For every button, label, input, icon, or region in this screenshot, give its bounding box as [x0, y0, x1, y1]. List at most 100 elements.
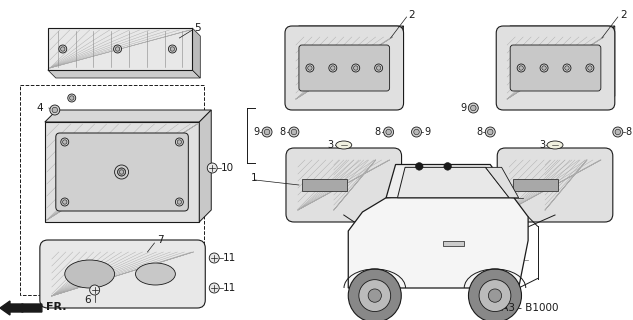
Text: 5: 5	[194, 23, 201, 33]
Text: 1: 1	[458, 173, 465, 183]
Circle shape	[386, 129, 391, 135]
Circle shape	[63, 140, 67, 144]
Circle shape	[61, 198, 69, 206]
Bar	[443, 241, 464, 246]
Circle shape	[113, 45, 122, 53]
Bar	[52, 252, 193, 296]
Circle shape	[210, 253, 219, 263]
Circle shape	[291, 129, 297, 135]
FancyBboxPatch shape	[286, 148, 401, 222]
Polygon shape	[398, 167, 509, 198]
Circle shape	[540, 64, 548, 72]
FancyBboxPatch shape	[510, 45, 601, 91]
Circle shape	[487, 129, 493, 135]
Circle shape	[586, 64, 594, 72]
Text: 11: 11	[223, 253, 237, 263]
Circle shape	[175, 198, 184, 206]
Circle shape	[468, 103, 479, 113]
Circle shape	[375, 64, 382, 72]
Ellipse shape	[65, 260, 115, 288]
Text: 3: 3	[539, 140, 545, 150]
Circle shape	[308, 66, 312, 70]
Bar	[50, 30, 191, 68]
Circle shape	[615, 129, 620, 135]
Text: 8: 8	[375, 127, 380, 137]
Circle shape	[329, 64, 337, 72]
Circle shape	[377, 66, 381, 70]
FancyBboxPatch shape	[496, 26, 615, 110]
Circle shape	[415, 163, 423, 170]
Circle shape	[63, 200, 67, 204]
Polygon shape	[292, 26, 404, 33]
Bar	[20, 85, 204, 295]
Text: 8: 8	[476, 127, 482, 137]
Bar	[334, 160, 375, 210]
Bar	[513, 179, 558, 191]
Circle shape	[210, 283, 219, 293]
Polygon shape	[503, 26, 615, 33]
Circle shape	[519, 66, 523, 70]
Text: 9: 9	[425, 127, 430, 137]
Text: 2: 2	[620, 10, 627, 20]
FancyArrow shape	[0, 301, 42, 315]
Circle shape	[120, 170, 124, 174]
Circle shape	[265, 129, 270, 135]
FancyBboxPatch shape	[285, 26, 404, 110]
FancyBboxPatch shape	[498, 148, 613, 222]
Circle shape	[486, 127, 495, 137]
Circle shape	[348, 269, 401, 320]
Circle shape	[168, 45, 177, 53]
Circle shape	[262, 127, 272, 137]
Circle shape	[517, 64, 525, 72]
FancyBboxPatch shape	[299, 45, 389, 91]
Bar	[302, 179, 347, 191]
Bar	[545, 160, 587, 210]
Circle shape	[177, 200, 182, 204]
Polygon shape	[45, 110, 211, 122]
Circle shape	[368, 289, 382, 302]
Circle shape	[115, 47, 120, 51]
Text: 1: 1	[251, 173, 258, 183]
Circle shape	[68, 94, 76, 102]
Circle shape	[50, 105, 60, 115]
Text: 2: 2	[408, 10, 415, 20]
Circle shape	[61, 138, 69, 146]
Ellipse shape	[335, 141, 352, 149]
Polygon shape	[199, 110, 211, 222]
Polygon shape	[486, 167, 518, 198]
Bar	[298, 160, 389, 210]
Polygon shape	[397, 26, 404, 103]
Text: 10: 10	[221, 163, 234, 173]
Circle shape	[384, 127, 394, 137]
Circle shape	[411, 127, 422, 137]
Ellipse shape	[135, 263, 175, 285]
Polygon shape	[48, 70, 200, 78]
Text: 8: 8	[280, 127, 286, 137]
Circle shape	[359, 280, 391, 312]
Circle shape	[565, 66, 569, 70]
Text: 11: 11	[223, 283, 237, 293]
Circle shape	[118, 168, 125, 176]
Circle shape	[354, 66, 358, 70]
Circle shape	[177, 140, 182, 144]
Polygon shape	[386, 164, 514, 198]
Circle shape	[61, 47, 65, 51]
Circle shape	[90, 285, 99, 295]
Circle shape	[115, 165, 128, 179]
Circle shape	[470, 105, 476, 111]
Text: 9: 9	[460, 103, 467, 113]
Text: 6: 6	[84, 295, 91, 305]
Polygon shape	[192, 28, 200, 78]
Text: 7: 7	[158, 235, 164, 245]
Circle shape	[479, 280, 511, 312]
Circle shape	[175, 138, 184, 146]
Circle shape	[306, 64, 314, 72]
Text: 9: 9	[253, 127, 259, 137]
Circle shape	[59, 45, 66, 53]
Ellipse shape	[547, 141, 563, 149]
Circle shape	[563, 64, 571, 72]
Circle shape	[52, 107, 58, 113]
Text: FR.: FR.	[46, 302, 66, 312]
Text: 8: 8	[626, 127, 632, 137]
Bar	[48, 28, 192, 70]
